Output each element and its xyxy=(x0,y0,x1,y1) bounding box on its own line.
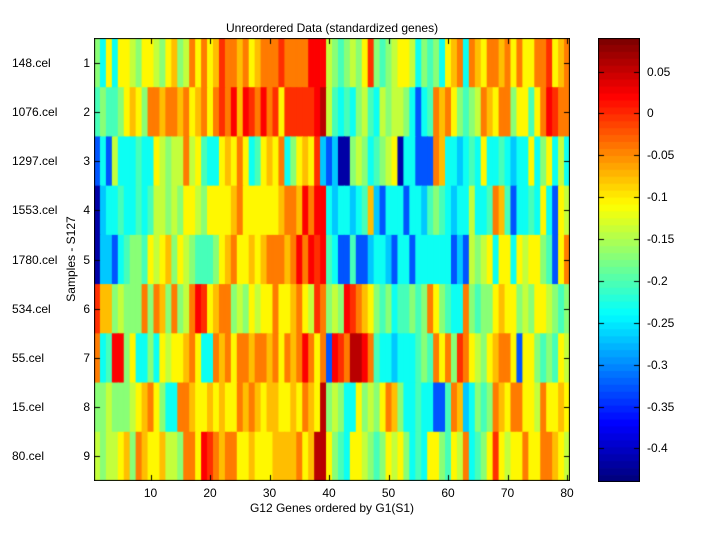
sample-name-label: 80.cel xyxy=(12,449,45,464)
sample-name-label: 1780.cel xyxy=(12,252,58,267)
sample-name-label: 1297.cel xyxy=(12,154,58,169)
heatmap-canvas xyxy=(94,38,570,481)
sample-name-label: 148.cel xyxy=(12,55,51,70)
sample-name-label: 1553.cel xyxy=(12,203,58,218)
x-tick-label: 50 xyxy=(381,486,396,500)
sample-name-label: 534.cel xyxy=(12,301,51,316)
colorbar-tick-label: -0.15 xyxy=(647,232,675,247)
x-tick-label: 80 xyxy=(560,486,574,500)
colorbar-tick-label: -0.25 xyxy=(647,315,675,330)
y-tick-label: 8 xyxy=(83,400,90,415)
x-tick-label: 70 xyxy=(500,486,515,500)
y-tick-label: 6 xyxy=(83,301,90,316)
colorbar-tick-label: -0.35 xyxy=(647,399,675,414)
sample-name-label: 1076.cel xyxy=(12,104,58,119)
x-tick-label: 60 xyxy=(441,486,455,500)
sample-name-label: 55.cel xyxy=(12,350,45,365)
x-tick-label: 10 xyxy=(143,486,158,500)
colorbar-canvas xyxy=(598,38,640,482)
y-tick-label: 4 xyxy=(83,203,90,218)
y-tick-label: 3 xyxy=(83,154,90,169)
x-tick-label: 20 xyxy=(203,486,217,500)
y-tick-label: 9 xyxy=(83,449,90,464)
x-axis-label: G12 Genes ordered by G1(S1) xyxy=(249,501,415,515)
sample-name-label: 15.cel xyxy=(12,400,45,415)
colorbar-tick-label: -0.1 xyxy=(647,190,668,205)
chart-title: Unreordered Data (standardized genes) xyxy=(225,21,439,35)
y-tick-label: 7 xyxy=(83,350,90,365)
y-tick-label: 1 xyxy=(83,55,90,70)
y-tick-label: 2 xyxy=(83,104,90,119)
colorbar-tick-label: -0.4 xyxy=(647,441,668,456)
colorbar-tick-label: -0.05 xyxy=(647,148,675,163)
colorbar-tick-label: 0 xyxy=(647,106,654,121)
colorbar-tick-label: -0.3 xyxy=(647,357,668,372)
x-tick-label: 40 xyxy=(322,486,336,500)
x-tick-label: 30 xyxy=(262,486,277,500)
colorbar-tick-label: -0.2 xyxy=(647,273,668,288)
y-tick-label: 5 xyxy=(83,252,90,267)
colorbar-tick-label: 0.05 xyxy=(647,64,671,79)
